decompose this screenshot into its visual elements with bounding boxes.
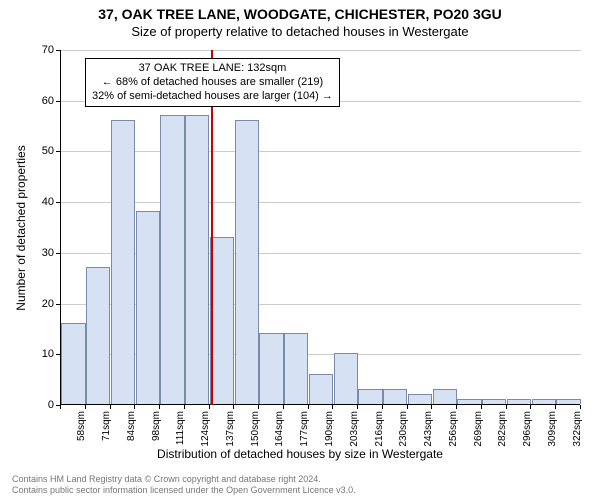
xtick-mark — [580, 405, 581, 409]
xtick-label: 282sqm — [497, 411, 508, 451]
ytick-label: 70 — [14, 44, 54, 56]
xtick-label: 137sqm — [225, 411, 236, 451]
xtick-mark — [159, 405, 160, 409]
ytick-label: 60 — [14, 95, 54, 107]
xtick-label: 243sqm — [423, 411, 434, 451]
footer-attribution: Contains HM Land Registry data © Crown c… — [12, 474, 356, 496]
xtick-mark — [357, 405, 358, 409]
histogram-bar — [383, 389, 407, 404]
xtick-mark — [60, 405, 61, 409]
xtick-mark — [184, 405, 185, 409]
histogram-bar — [284, 333, 308, 404]
gridline — [61, 151, 581, 152]
histogram-bar — [507, 399, 531, 404]
histogram-bar — [408, 394, 432, 404]
xtick-mark — [481, 405, 482, 409]
ytick-label: 0 — [14, 399, 54, 411]
histogram-bar — [136, 211, 160, 404]
histogram-bar — [457, 399, 481, 404]
footer-line2: Contains public sector information licen… — [12, 485, 356, 496]
ytick-mark — [56, 354, 60, 355]
chart-title-address: 37, OAK TREE LANE, WOODGATE, CHICHESTER,… — [0, 6, 600, 22]
xtick-mark — [332, 405, 333, 409]
annotation-line2: ← 68% of detached houses are smaller (21… — [92, 76, 333, 90]
histogram-bar — [210, 237, 234, 404]
xtick-label: 177sqm — [299, 411, 310, 451]
xtick-mark — [233, 405, 234, 409]
xtick-mark — [283, 405, 284, 409]
histogram-bar — [111, 120, 135, 404]
xtick-label: 84sqm — [126, 411, 137, 451]
xtick-mark — [382, 405, 383, 409]
xtick-mark — [258, 405, 259, 409]
xtick-label: 296sqm — [522, 411, 533, 451]
xtick-mark — [134, 405, 135, 409]
xtick-mark — [85, 405, 86, 409]
ytick-mark — [56, 101, 60, 102]
ytick-mark — [56, 253, 60, 254]
xtick-label: 150sqm — [250, 411, 261, 451]
histogram-chart: 37, OAK TREE LANE, WOODGATE, CHICHESTER,… — [0, 0, 600, 500]
histogram-bar — [433, 389, 457, 404]
xtick-mark — [431, 405, 432, 409]
ytick-label: 50 — [14, 145, 54, 157]
xtick-mark — [456, 405, 457, 409]
histogram-bar — [482, 399, 506, 404]
histogram-bar — [532, 399, 556, 404]
xtick-mark — [110, 405, 111, 409]
xtick-label: 269sqm — [473, 411, 484, 451]
gridline — [61, 50, 581, 51]
xtick-label: 98sqm — [151, 411, 162, 451]
xtick-label: 322sqm — [572, 411, 583, 451]
xtick-label: 230sqm — [398, 411, 409, 451]
ytick-mark — [56, 304, 60, 305]
annotation-line3: 32% of semi-detached houses are larger (… — [92, 90, 333, 104]
xtick-mark — [506, 405, 507, 409]
histogram-bar — [61, 323, 85, 404]
histogram-bar — [235, 120, 259, 404]
xtick-mark — [407, 405, 408, 409]
histogram-bar — [556, 399, 580, 404]
xtick-mark — [530, 405, 531, 409]
xtick-label: 124sqm — [200, 411, 211, 451]
xtick-label: 256sqm — [448, 411, 459, 451]
xtick-label: 164sqm — [274, 411, 285, 451]
ytick-label: 40 — [14, 196, 54, 208]
xtick-label: 309sqm — [547, 411, 558, 451]
ytick-mark — [56, 50, 60, 51]
histogram-bar — [185, 115, 209, 404]
ytick-label: 30 — [14, 247, 54, 259]
xtick-mark — [209, 405, 210, 409]
xtick-mark — [308, 405, 309, 409]
annotation-line1: 37 OAK TREE LANE: 132sqm — [92, 62, 333, 76]
ytick-mark — [56, 151, 60, 152]
xtick-label: 71sqm — [101, 411, 112, 451]
histogram-bar — [309, 374, 333, 404]
ytick-mark — [56, 202, 60, 203]
xtick-label: 111sqm — [175, 411, 186, 451]
histogram-bar — [160, 115, 184, 404]
xtick-label: 58sqm — [76, 411, 87, 451]
histogram-bar — [358, 389, 382, 404]
histogram-bar — [259, 333, 283, 404]
gridline — [61, 202, 581, 203]
histogram-bar — [86, 267, 110, 404]
xtick-label: 216sqm — [374, 411, 385, 451]
chart-subtitle: Size of property relative to detached ho… — [0, 24, 600, 39]
footer-line1: Contains HM Land Registry data © Crown c… — [12, 474, 356, 485]
annotation-box: 37 OAK TREE LANE: 132sqm ← 68% of detach… — [85, 58, 340, 107]
xtick-label: 203sqm — [349, 411, 360, 451]
xtick-mark — [555, 405, 556, 409]
ytick-label: 20 — [14, 298, 54, 310]
xtick-label: 190sqm — [324, 411, 335, 451]
ytick-label: 10 — [14, 348, 54, 360]
histogram-bar — [334, 353, 358, 404]
